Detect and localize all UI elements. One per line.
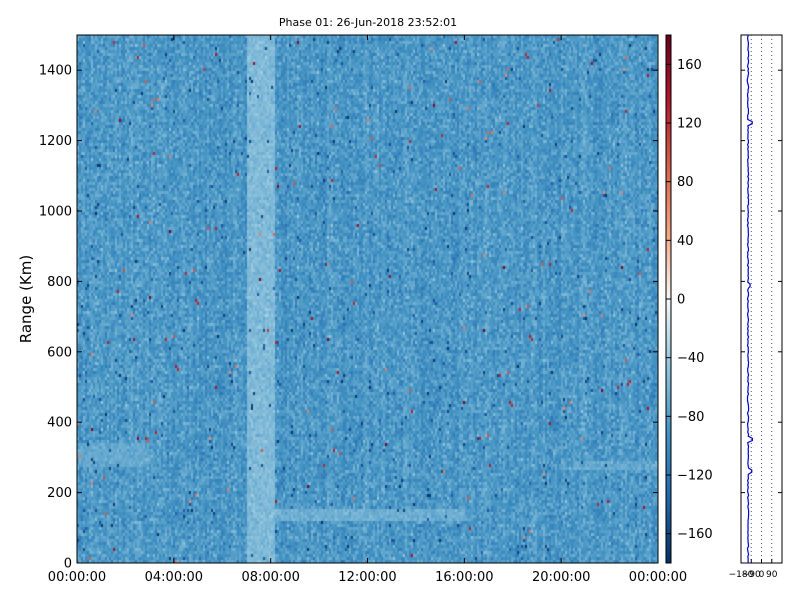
heatmap-y-axis: 0 200 400 600 800 1000 1200 1400 (39, 64, 658, 572)
profile-x-tick-label: 0 (759, 570, 765, 580)
colorbar-tick-label: −80 (677, 410, 704, 425)
colorbar-tick-label: 120 (677, 117, 702, 132)
x-tick-label: 12:00:00 (338, 570, 396, 585)
colorbar-axis: −160 −120 −80 −40 0 40 80 120 160 (666, 58, 713, 542)
heatmap-x-axis: 00:00:00 04:00:00 08:00:00 12:00:00 16:00:00… (48, 35, 687, 585)
profile-x-tick-label: −90 (742, 570, 761, 580)
colorbar-tick-label: 0 (677, 293, 685, 308)
y-tick-label: 1200 (39, 134, 72, 149)
chart-title: Phase 01: 26-Jun-2018 23:52:01 (279, 16, 457, 29)
x-tick-label: 16:00:00 (435, 570, 493, 585)
colorbar-tick-label: −120 (677, 469, 713, 484)
y-tick-label: 400 (47, 416, 72, 431)
y-tick-label: 600 (47, 345, 72, 360)
profile-x-tick-label: 90 (766, 570, 778, 580)
y-tick-label: 800 (47, 275, 72, 290)
colorbar-tick-label: −40 (677, 351, 704, 366)
phase-profile-plot: −180−900 90 (729, 34, 783, 580)
x-tick-label: 00:00:00 (48, 570, 106, 585)
profile-guide-lines (750, 35, 773, 563)
profile-x-tick-label: −180 (729, 570, 754, 580)
colorbar-tick-label: 80 (677, 175, 694, 190)
profile-y-axis (741, 69, 782, 564)
colorbar-tick-label: 40 (677, 234, 694, 249)
heatmap-plot: 00:00:00 04:00:00 08:00:00 12:00:00 16:00:00… (17, 34, 687, 585)
x-tick-label: 00:00:00 (629, 570, 687, 585)
colorbar: −160 −120 −80 −40 0 40 80 120 160 (665, 34, 713, 564)
y-tick-label: 0 (64, 557, 72, 572)
y-tick-label: 200 (47, 486, 72, 501)
y-axis-label: Range (Km) (17, 255, 35, 343)
x-tick-label: 20:00:00 (532, 570, 590, 585)
y-tick-label: 1400 (39, 64, 72, 79)
profile-x-axis: −180−900 90 (729, 559, 778, 580)
y-tick-label: 1000 (39, 205, 72, 220)
colorbar-tick-label: −160 (677, 527, 713, 542)
heatmap-canvas-holder (77, 35, 658, 563)
x-tick-label: 04:00:00 (145, 570, 203, 585)
colorbar-tick-label: 160 (677, 58, 702, 73)
profile-series-line (746, 34, 754, 564)
x-tick-label: 08:00:00 (241, 570, 299, 585)
heatmap-image (77, 35, 658, 563)
